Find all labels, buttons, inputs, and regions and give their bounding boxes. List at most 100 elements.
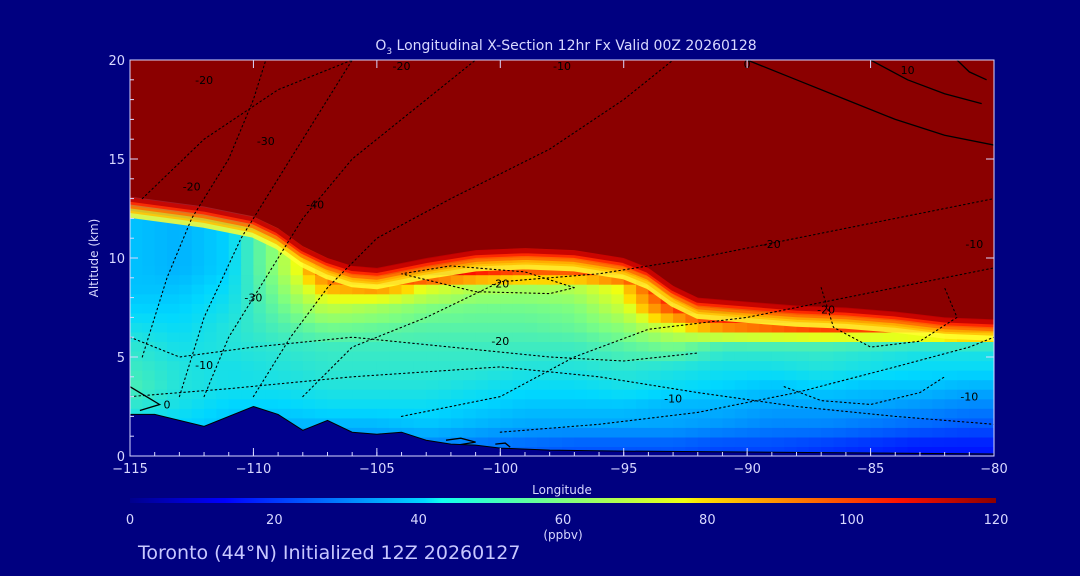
heatmap-cell (179, 408, 193, 419)
heatmap-cell (512, 293, 526, 304)
heatmap-cell (290, 351, 304, 362)
heatmap-cell (463, 274, 477, 285)
y-axis-label: Altitude (km) (87, 219, 101, 298)
heatmap-cell (500, 303, 514, 314)
heatmap-cell (315, 370, 328, 381)
heatmap-cell (870, 351, 884, 362)
heatmap-cell (549, 341, 563, 352)
heatmap-cell (154, 370, 168, 381)
heatmap-cell (957, 370, 970, 381)
heatmap-cell (278, 398, 291, 409)
heatmap-cell (450, 284, 464, 295)
heatmap-cell (599, 341, 612, 352)
heatmap-cell (228, 255, 242, 266)
heatmap-cell (636, 427, 649, 438)
heatmap-cell (241, 322, 254, 333)
heatmap-cell (710, 436, 723, 447)
x-tick-label: −100 (482, 462, 518, 477)
heatmap-cell (450, 351, 464, 362)
heatmap-cell (339, 322, 353, 333)
heatmap-cell (487, 360, 501, 371)
heatmap-cell (512, 312, 526, 323)
heatmap-cell (376, 389, 390, 400)
heatmap-cell (981, 341, 994, 352)
contour-label: -30 (244, 292, 262, 305)
heatmap-cell (142, 322, 156, 333)
heatmap-cell (599, 284, 612, 295)
heatmap-cell (648, 312, 662, 323)
heatmap-cell (907, 360, 921, 371)
heatmap-cell (808, 398, 822, 409)
heatmap-cell (907, 436, 921, 447)
heatmap-cell (734, 379, 748, 390)
contour-label: -10 (965, 238, 983, 251)
heatmap-cell (845, 389, 859, 400)
heatmap-cell (586, 427, 600, 438)
heatmap-cell (216, 293, 230, 304)
heatmap-cell (265, 255, 279, 266)
heatmap-cell (525, 436, 538, 447)
positive-contour-line (746, 60, 994, 146)
heatmap-cell (376, 408, 390, 419)
heatmap-cell (784, 446, 798, 456)
heatmap-cell (796, 351, 810, 362)
heatmap-cell (389, 312, 403, 323)
heatmap-cell (562, 331, 575, 342)
heatmap-cell (179, 360, 193, 371)
heatmap-cell (228, 322, 242, 333)
heatmap-cell (957, 436, 970, 447)
heatmap-cell (870, 408, 884, 419)
heatmap-cell (771, 341, 785, 352)
heatmap-cell (315, 341, 328, 352)
heatmap-cell (636, 322, 649, 333)
heatmap-cell (475, 322, 489, 333)
heatmap-cell (475, 398, 489, 409)
heatmap-cell (808, 331, 822, 342)
heatmap-cell (944, 408, 958, 419)
heatmap-cell (302, 284, 316, 295)
heatmap-cell (130, 322, 143, 333)
colorbar-axis: 0 20 40 60 80 100 120 (126, 513, 1009, 528)
heatmap-cell (167, 284, 180, 295)
heatmap-cell (179, 331, 193, 342)
heatmap-cell (697, 436, 711, 447)
heatmap-cell (241, 370, 254, 381)
heatmap-cell (537, 436, 551, 447)
heatmap-cell (697, 351, 711, 362)
heatmap-cell (648, 408, 662, 419)
heatmap-cell (130, 284, 143, 295)
heatmap-cell (895, 398, 909, 409)
heatmap-cell (932, 379, 946, 390)
heatmap-cell (771, 331, 785, 342)
contour-label: -10 (553, 60, 571, 73)
heatmap-cell (191, 226, 205, 237)
heatmap-cell (599, 408, 612, 419)
x-tick-label: −110 (236, 462, 272, 477)
heatmap-cell (475, 436, 489, 447)
heatmap-cell (179, 293, 193, 304)
heatmap-cell (389, 331, 403, 342)
heatmap-cell (216, 331, 230, 342)
heatmap-cell (438, 274, 452, 285)
heatmap-cell (537, 303, 551, 314)
heatmap-cell (191, 255, 205, 266)
heatmap-cell (315, 351, 328, 362)
heatmap-cell (130, 398, 143, 409)
heatmap-cell (957, 341, 970, 352)
heatmap-cell (450, 417, 464, 428)
heatmap-cell (438, 379, 452, 390)
heatmap-cell (426, 389, 440, 400)
heatmap-cell (525, 322, 538, 333)
heatmap-cell (376, 379, 390, 390)
heatmap-cell (352, 360, 366, 371)
heatmap-cell (685, 436, 699, 447)
heatmap-cell (290, 417, 304, 428)
heatmap-cell (858, 446, 872, 456)
heatmap-cell (487, 284, 501, 295)
heatmap-cell (562, 408, 575, 419)
heatmap-cell (932, 427, 946, 438)
heatmap-cell (623, 284, 637, 295)
contour-label: -20 (195, 74, 213, 87)
heatmap-cell (611, 312, 625, 323)
heatmap-cell (376, 341, 390, 352)
